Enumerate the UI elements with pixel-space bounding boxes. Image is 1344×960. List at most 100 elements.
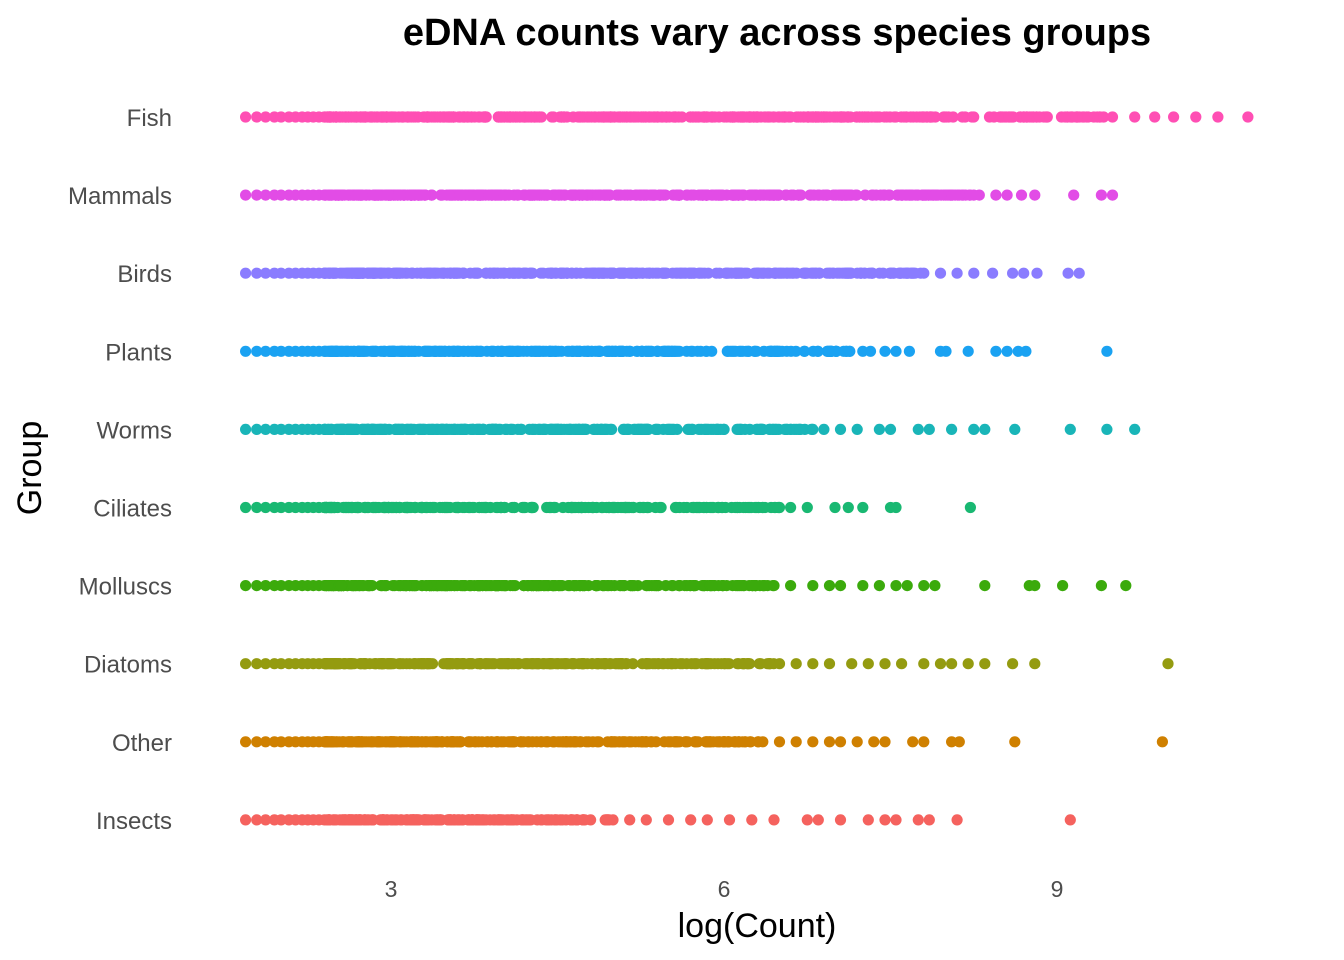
- data-point: [942, 111, 955, 123]
- data-point: [700, 111, 713, 123]
- data-point: [713, 189, 725, 201]
- data-point: [812, 345, 824, 357]
- data-point: [823, 736, 836, 748]
- data-point: [404, 423, 416, 435]
- data-point: [319, 345, 331, 357]
- data-point: [685, 580, 697, 592]
- data-point: [1003, 111, 1015, 123]
- data-point: [606, 345, 619, 357]
- data-point: [823, 345, 835, 357]
- data-point: [515, 423, 528, 435]
- data-point: [731, 423, 743, 435]
- data-point: [729, 345, 742, 357]
- data-point: [570, 580, 583, 592]
- data-point: [883, 189, 895, 201]
- y-axis-title: Group: [11, 421, 49, 516]
- data-point: [517, 501, 529, 514]
- data-point: [275, 736, 287, 748]
- data-point: [1101, 423, 1113, 435]
- data-point: [641, 267, 653, 279]
- y-tick-label: Molluscs: [79, 574, 172, 601]
- data-point: [737, 501, 750, 514]
- data-point: [890, 814, 902, 826]
- data-point: [1015, 189, 1028, 201]
- data-point: [541, 189, 553, 201]
- data-point: [322, 736, 334, 748]
- data-point: [1007, 267, 1019, 279]
- data-point: [1168, 111, 1180, 123]
- data-point: [340, 111, 353, 123]
- data-point: [517, 736, 530, 748]
- data-point: [535, 736, 548, 748]
- data-point: [732, 189, 744, 201]
- data-point: [387, 814, 399, 826]
- data-point: [715, 658, 728, 670]
- data-point: [545, 267, 557, 279]
- data-point: [658, 267, 670, 279]
- data-point: [382, 658, 394, 670]
- data-point: [735, 580, 747, 592]
- data-point: [605, 736, 617, 748]
- data-point: [1101, 345, 1113, 357]
- data-point: [275, 423, 287, 435]
- data-point: [1033, 111, 1045, 123]
- data-point: [467, 423, 479, 435]
- data-point: [372, 189, 384, 201]
- data-point: [804, 189, 816, 201]
- data-point: [606, 111, 618, 123]
- data-point: [409, 658, 421, 670]
- data-point: [857, 580, 869, 592]
- data-point: [503, 345, 515, 357]
- data-point: [721, 267, 733, 279]
- data-point: [560, 736, 572, 748]
- data-point: [519, 658, 531, 670]
- data-point: [473, 814, 485, 826]
- data-point: [613, 189, 625, 201]
- data-point: [477, 423, 489, 435]
- data-point: [768, 189, 780, 201]
- data-point: [901, 580, 913, 592]
- data-point: [325, 189, 337, 201]
- data-point: [807, 423, 819, 435]
- data-point: [818, 423, 830, 435]
- data-point: [240, 111, 252, 123]
- data-point: [859, 189, 871, 201]
- data-point: [851, 189, 863, 201]
- data-point: [260, 658, 272, 670]
- data-point: [505, 736, 517, 748]
- data-point: [875, 189, 887, 201]
- data-point: [1029, 658, 1041, 670]
- data-point: [990, 345, 1002, 357]
- data-point: [504, 267, 516, 279]
- data-point: [431, 814, 444, 826]
- data-point: [1021, 111, 1033, 123]
- data-point: [594, 189, 606, 201]
- data-point: [260, 580, 272, 592]
- data-point: [764, 658, 776, 670]
- data-point: [1001, 189, 1013, 201]
- data-point: [824, 111, 836, 123]
- data-point: [570, 267, 582, 279]
- data-point: [845, 267, 857, 279]
- data-point: [801, 501, 813, 514]
- data-point: [434, 111, 446, 123]
- data-point: [812, 814, 824, 826]
- data-point: [588, 423, 600, 435]
- data-point: [907, 736, 919, 748]
- data-point: [674, 658, 686, 670]
- data-point: [637, 736, 649, 748]
- data-point: [979, 580, 991, 592]
- data-point: [251, 501, 263, 514]
- data-point: [392, 189, 404, 201]
- data-point: [979, 658, 991, 670]
- data-point: [689, 736, 701, 748]
- data-point: [988, 111, 1000, 123]
- data-point: [946, 423, 958, 435]
- data-point: [583, 736, 595, 748]
- data-point: [518, 580, 530, 592]
- data-point: [757, 736, 769, 748]
- data-point: [755, 658, 767, 670]
- data-point: [548, 501, 561, 514]
- data-point: [689, 111, 701, 123]
- data-point: [630, 267, 642, 279]
